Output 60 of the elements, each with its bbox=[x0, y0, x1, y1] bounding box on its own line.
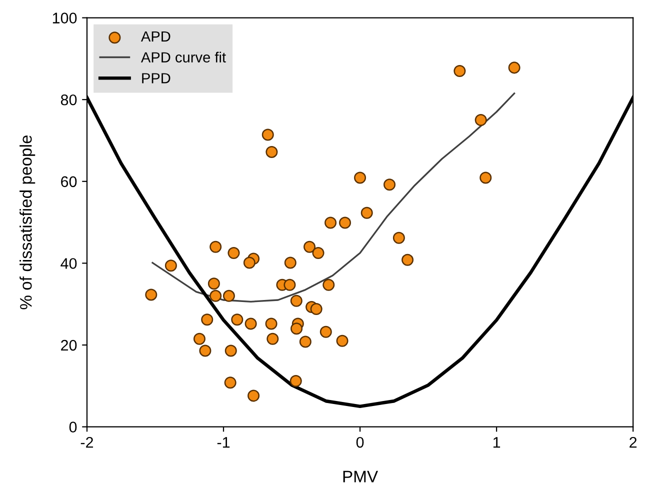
point bbox=[244, 318, 257, 330]
x-tick-label: -1 bbox=[217, 437, 230, 448]
point bbox=[248, 390, 260, 402]
x-tick-label: -2 bbox=[80, 436, 94, 448]
line-series bbox=[152, 92, 516, 302]
y-tick-label: 0 bbox=[69, 422, 77, 432]
point bbox=[266, 146, 278, 158]
y-tick-label: 60 bbox=[61, 176, 77, 188]
point bbox=[266, 332, 279, 345]
point bbox=[145, 288, 158, 301]
point bbox=[324, 216, 337, 229]
point bbox=[508, 62, 520, 74]
point bbox=[284, 256, 296, 269]
point bbox=[222, 290, 235, 302]
legend-label: PPD bbox=[142, 73, 170, 84]
point bbox=[243, 256, 256, 269]
point bbox=[392, 232, 405, 244]
point bbox=[262, 128, 274, 141]
point bbox=[322, 278, 335, 291]
point bbox=[290, 375, 302, 388]
y-tick-label: 20 bbox=[61, 340, 77, 351]
point bbox=[336, 334, 348, 347]
x-tick-label: 1 bbox=[493, 437, 500, 448]
point bbox=[290, 294, 302, 307]
x-tick-label: 2 bbox=[630, 436, 637, 448]
point bbox=[310, 303, 322, 316]
point bbox=[210, 290, 222, 302]
point bbox=[474, 114, 487, 126]
point bbox=[224, 376, 236, 389]
point bbox=[312, 246, 324, 259]
legend-label: APD curve fit bbox=[140, 52, 226, 63]
point bbox=[224, 344, 237, 357]
point bbox=[454, 64, 466, 77]
y-axis-title: % of dissatisfied people bbox=[20, 135, 36, 310]
point bbox=[208, 278, 220, 290]
point bbox=[402, 254, 414, 266]
point bbox=[304, 240, 316, 253]
y-tick-label: 100 bbox=[52, 12, 77, 24]
point bbox=[354, 172, 366, 184]
point bbox=[320, 326, 332, 338]
y-tick-label: 40 bbox=[60, 258, 77, 269]
point bbox=[480, 172, 492, 184]
point bbox=[164, 260, 177, 272]
x-tick-label: 0 bbox=[356, 436, 364, 448]
x-axis-title: PMV bbox=[343, 470, 378, 482]
point bbox=[284, 278, 296, 291]
point bbox=[290, 322, 303, 335]
point bbox=[193, 332, 206, 345]
point bbox=[339, 216, 352, 229]
point bbox=[384, 178, 396, 191]
point bbox=[228, 246, 240, 259]
legend-label: APD bbox=[140, 31, 170, 42]
point bbox=[210, 240, 222, 253]
point bbox=[199, 344, 212, 357]
y-tick-label: 80 bbox=[60, 94, 77, 106]
point bbox=[265, 318, 278, 330]
point bbox=[299, 336, 312, 348]
point bbox=[360, 206, 373, 219]
point bbox=[231, 314, 244, 326]
point bbox=[201, 314, 214, 326]
